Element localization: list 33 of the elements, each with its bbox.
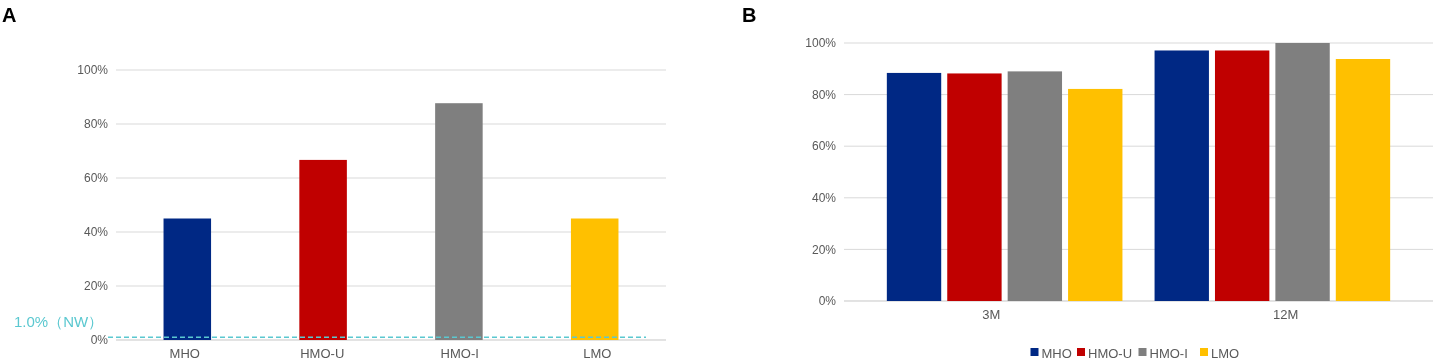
y-tick-label: 0% <box>90 333 109 348</box>
y-tick-label: 0% <box>818 294 837 309</box>
y-tick-label: 100% <box>805 36 837 51</box>
bar <box>1275 43 1330 301</box>
chart-title: A <box>2 4 17 26</box>
y-tick-label: 60% <box>83 171 109 186</box>
bar <box>1335 59 1391 301</box>
y-tick-label: 20% <box>811 242 837 257</box>
ref-line-label: 1.0%（NW） <box>14 313 104 331</box>
x-tick-label: HMO-I <box>440 346 479 361</box>
x-tick-label: 12M <box>1273 307 1299 322</box>
chart-title: B <box>742 4 757 26</box>
bar <box>1068 88 1123 301</box>
y-tick-label: 20% <box>83 279 109 294</box>
bar <box>1007 71 1063 301</box>
y-tick-label: 40% <box>83 225 109 240</box>
x-tick-label: MHO <box>169 346 200 361</box>
y-tick-label: 80% <box>83 117 109 132</box>
x-tick-label: HMO-U <box>300 346 345 361</box>
y-tick-label: 100% <box>77 63 109 78</box>
bar <box>435 103 483 340</box>
x-tick-label: 3M <box>982 307 1001 322</box>
y-tick-label: 80% <box>811 87 837 102</box>
bar <box>163 218 212 340</box>
y-tick-label: 60% <box>811 139 837 154</box>
bar <box>947 73 1002 301</box>
bar <box>1154 50 1209 301</box>
y-tick-label: 40% <box>811 191 837 205</box>
bar <box>570 218 619 340</box>
bar <box>1214 50 1270 301</box>
x-tick-label: LMO <box>583 346 612 361</box>
bar <box>299 159 347 340</box>
bar <box>886 72 942 301</box>
